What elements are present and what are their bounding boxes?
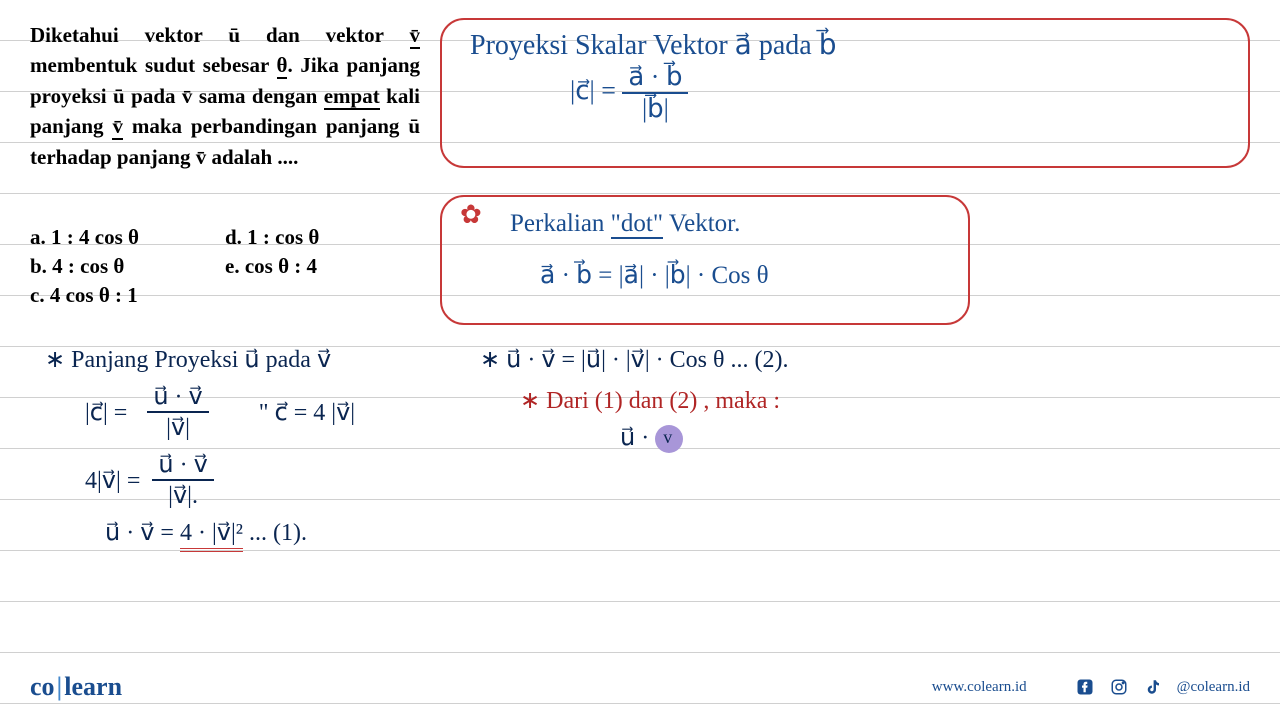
instagram-icon <box>1109 677 1129 697</box>
box2-formula: a⃗ · b⃗ = |a⃗| · |b⃗| · Cos θ <box>540 260 769 290</box>
answer-options: a. 1 : 4 cos θ d. 1 : cos θ b. 4 : cos θ… <box>30 225 420 312</box>
q-v2: v̄ <box>112 114 123 140</box>
question-text: Diketahui vektor ū dan vektor v̄ membent… <box>30 20 420 172</box>
logo-learn: learn <box>64 672 122 701</box>
box1-den: |b⃗| <box>622 94 688 124</box>
logo: co|learn <box>30 672 122 702</box>
box1-num: a⃗ · b⃗ <box>622 62 688 94</box>
bulb-icon: ✿ <box>460 200 482 230</box>
q-v1: v̄ <box>410 23 421 49</box>
tiktok-icon <box>1143 677 1163 697</box>
footer: co|learn www.colearn.id @colearn.id <box>0 672 1280 702</box>
wl-l4b: 4 · |v⃗|² <box>180 520 243 552</box>
box1-title: Proyeksi Skalar Vektor a⃗ pada b⃗ <box>470 28 836 62</box>
option-d: d. 1 : cos θ <box>225 225 420 250</box>
wr-line1: ∗ u⃗ · v⃗ = |u⃗| · |v⃗| · Cos θ ... (2). <box>480 345 980 374</box>
footer-handle: @colearn.id <box>1177 679 1250 696</box>
wr-line3: u⃗ · <box>620 425 655 451</box>
footer-right: www.colearn.id @colearn.id <box>932 677 1250 697</box>
option-b: b. 4 : cos θ <box>30 254 225 279</box>
worked-solution-left: ∗ Panjang Proyeksi u⃗ pada v⃗ |c⃗| = u⃗ … <box>45 345 455 555</box>
cursor-dot <box>655 425 683 453</box>
footer-url: www.colearn.id <box>932 679 1027 696</box>
wl-line1: ∗ Panjang Proyeksi u⃗ pada v⃗ <box>45 345 455 374</box>
facebook-icon <box>1075 677 1095 697</box>
option-a: a. 1 : 4 cos θ <box>30 225 225 250</box>
option-c: c. 4 cos θ : 1 <box>30 283 225 308</box>
wr-line2: ∗ Dari (1) dan (2) , maka : <box>520 386 980 415</box>
logo-co: co <box>30 672 55 701</box>
wl-l3a: 4|v⃗| = <box>85 466 140 495</box>
option-e: e. cos θ : 4 <box>225 254 420 279</box>
q-empat: empat <box>324 84 380 110</box>
wl-l2a: |c⃗| = <box>85 398 127 427</box>
box2-title: Perkalian "dot" Vektor. <box>510 210 740 238</box>
box1-lhs: |c⃗| = <box>570 76 616 105</box>
q-p1: Diketahui vektor ū dan vektor <box>30 23 410 47</box>
q-theta: θ <box>277 53 288 79</box>
wl-l4c: ... (1). <box>249 520 307 546</box>
wl-l2b: " c⃗ = 4 |v⃗| <box>259 398 355 427</box>
box1-formula: |c⃗| = a⃗ · b⃗ |b⃗| <box>570 62 688 124</box>
wl-l2-frac: u⃗ · v⃗ |v⃗| <box>147 382 208 442</box>
wl-l3-frac: u⃗ · v⃗ |v⃗|. <box>152 450 213 510</box>
wl-l4: u⃗ · v⃗ = <box>105 520 180 546</box>
q-p2: membentuk sudut sebesar <box>30 53 277 77</box>
worked-solution-right: ∗ u⃗ · v⃗ = |u⃗| · |v⃗| · Cos θ ... (2).… <box>480 345 980 461</box>
